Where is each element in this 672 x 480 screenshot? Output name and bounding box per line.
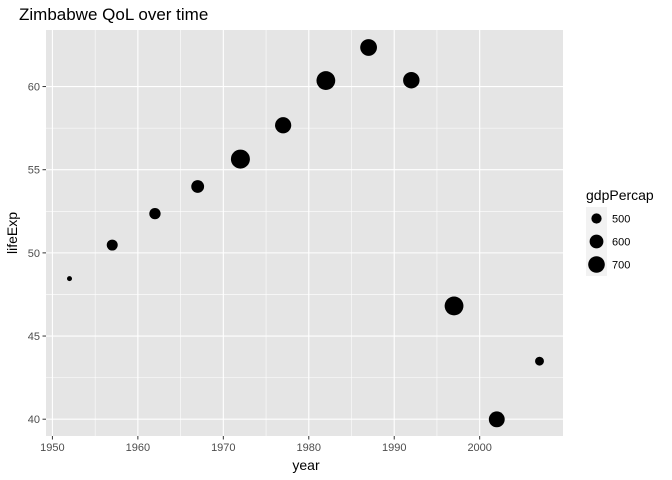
y-tick-label: 55 (28, 165, 40, 177)
legend-label: 700 (612, 260, 630, 272)
legend-keys: 500 600 700 (586, 207, 630, 276)
data-point (535, 356, 544, 366)
legend-label: 600 (612, 237, 630, 249)
x-tick-label: 2000 (467, 442, 491, 454)
x-tick-label: 1950 (40, 442, 64, 454)
y-tick-label: 60 (28, 82, 40, 94)
data-point (106, 239, 118, 251)
y-tick-label: 50 (28, 248, 40, 260)
data-point (191, 180, 205, 193)
size-legend: gdpPercap 500 600 700 (586, 187, 654, 276)
legend-key-point (591, 213, 602, 224)
y-tick-label: 40 (28, 414, 40, 426)
data-points (67, 39, 544, 428)
legend-key-point (588, 256, 605, 273)
chart-title: Zimbabwe QoL over time (19, 5, 208, 24)
data-point (275, 117, 292, 134)
x-tick-label: 1960 (126, 442, 150, 454)
x-tick-label: 1980 (297, 442, 321, 454)
y-axis: 40 45 50 55 60 (28, 82, 46, 426)
data-point (316, 71, 336, 90)
y-axis-title: lifeExp (4, 212, 20, 254)
x-tick-label: 1970 (211, 442, 235, 454)
data-point (488, 411, 505, 428)
data-point (403, 72, 420, 89)
plot-panel (46, 30, 563, 436)
major-gridlines (46, 30, 563, 436)
data-point (360, 39, 377, 56)
y-tick-label: 45 (28, 331, 40, 343)
data-point (230, 149, 250, 169)
data-point (149, 207, 161, 220)
legend-key-point (589, 234, 604, 249)
data-point (67, 276, 72, 282)
x-axis-title: year (292, 457, 320, 473)
x-tick-label: 1990 (382, 442, 406, 454)
legend-label: 500 (612, 214, 630, 226)
x-axis: 1950 1960 1970 1980 1990 2000 (40, 436, 492, 454)
panel-background (46, 30, 563, 436)
minor-gridlines (46, 30, 563, 436)
legend-title: gdpPercap (586, 187, 654, 203)
data-point (444, 296, 464, 316)
